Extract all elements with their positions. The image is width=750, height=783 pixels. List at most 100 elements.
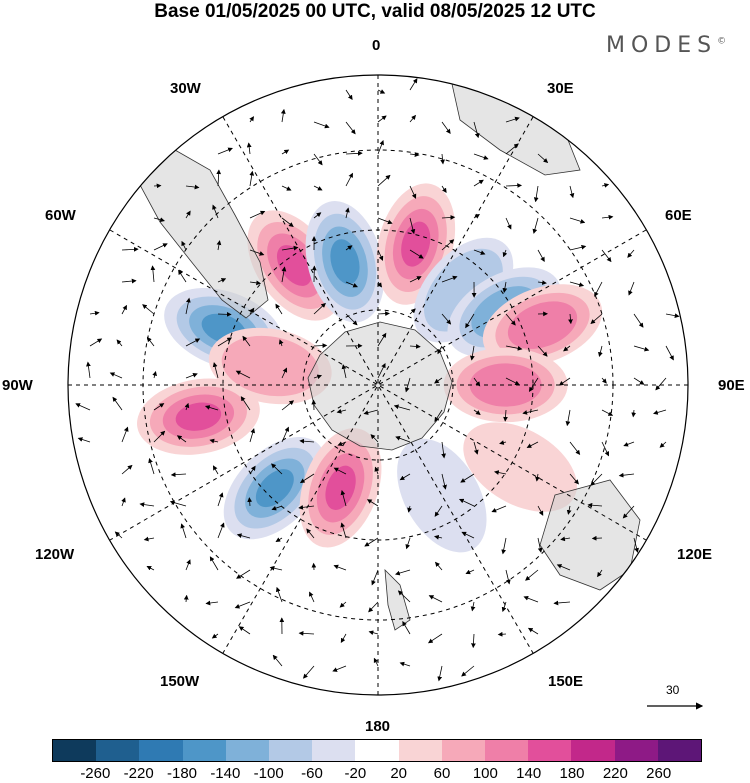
colorbar-swatch [614, 740, 658, 761]
wind-vector [275, 303, 283, 315]
wind-vector [569, 244, 587, 251]
wind-vector [121, 246, 139, 252]
wind-vector [434, 505, 443, 517]
colorbar-swatch [139, 740, 183, 761]
lon-label-30e: 30E [547, 80, 574, 97]
wind-vector [313, 185, 323, 191]
wind-vector [340, 490, 347, 507]
wind-vector [240, 396, 251, 411]
wind-vector [537, 249, 545, 262]
colorbar-ticks: -260 -220 -180 -140 -100 -60 -20 20 60 100 140 180 2… [0, 765, 750, 783]
lon-label-60e: 60E [665, 207, 692, 224]
colorbar-swatch [355, 740, 399, 761]
colorbar-tick-label: -260 [80, 765, 111, 782]
positive-anomaly [469, 363, 542, 407]
colorbar-swatch [528, 740, 572, 761]
vector-scale-label: 30 [666, 683, 680, 697]
wind-vector [409, 276, 422, 283]
wind-vector [299, 473, 315, 484]
wind-vector [170, 472, 187, 478]
colorbar-tick-label: -100 [253, 765, 284, 782]
wind-vector [499, 440, 507, 445]
wind-vector [502, 249, 508, 258]
wind-vector [217, 147, 233, 155]
wind-vector [306, 528, 315, 539]
wind-vector [459, 498, 475, 507]
wind-vector [590, 313, 603, 325]
wind-vector [249, 210, 266, 219]
colorbar-swatch [441, 740, 486, 761]
map-border [67, 74, 689, 696]
wind-vector [333, 564, 347, 571]
wind-vector [313, 121, 330, 129]
wind-vector [169, 500, 187, 507]
colorbar-tick-label: 180 [559, 765, 585, 782]
wind-vector [497, 631, 507, 637]
wind-vector [345, 245, 353, 251]
wind-vector [340, 522, 347, 539]
wind-vector [249, 170, 255, 187]
wind-vector [397, 590, 411, 603]
colorbar-swatch [312, 740, 356, 761]
wind-vector [494, 470, 507, 475]
wind-vector [399, 473, 411, 481]
colorbar-swatch [96, 740, 140, 761]
wind-vector [377, 89, 386, 94]
wind-vector [527, 627, 539, 635]
wind-vector [622, 505, 635, 519]
wind-vector [216, 240, 222, 251]
lon-label-180: 180 [365, 718, 391, 735]
wind-vector [368, 630, 379, 636]
wind-vector [272, 654, 283, 667]
lon-label-150w: 150W [160, 673, 200, 690]
wind-vector [366, 499, 379, 507]
wind-vector [395, 436, 411, 443]
wind-vector [441, 185, 447, 194]
wind-vector [434, 409, 443, 423]
wind-vector [146, 566, 155, 571]
wind-vector [373, 657, 379, 667]
graticule [68, 75, 688, 695]
wind-vector [377, 362, 386, 379]
lon-label-150e: 150E [548, 673, 584, 690]
colorbar-tick-label: -140 [210, 765, 241, 782]
lon-label-90w: 90W [2, 377, 33, 394]
wind-vector [345, 89, 353, 101]
wind-vector [148, 457, 155, 475]
wind-vector [437, 665, 443, 682]
wind-vector [345, 281, 358, 288]
wind-vector [249, 116, 254, 123]
wind-vector [152, 370, 157, 379]
wind-vector [340, 633, 347, 644]
antarctica-landmass [307, 321, 453, 451]
wind-vector [601, 441, 610, 457]
wind-vector [553, 600, 571, 606]
wind-vector [281, 185, 292, 191]
wind-vector [501, 537, 507, 555]
wind-vector [216, 169, 222, 187]
positive-anomaly [325, 465, 356, 510]
negative-anomaly [397, 438, 487, 553]
wind-vector [238, 626, 251, 635]
wind-vector [309, 591, 315, 603]
wind-vector [471, 633, 476, 649]
wind-vector [278, 339, 284, 347]
wind-vector [434, 377, 443, 384]
wind-vector [525, 569, 539, 581]
wind-vector [618, 472, 635, 478]
wind-vector [377, 217, 393, 225]
wind-vector [333, 467, 347, 475]
wind-vector [121, 426, 129, 443]
wind-vector [146, 336, 155, 347]
wind-vector [185, 559, 191, 571]
wind-vector [298, 630, 315, 636]
wind-vector [563, 345, 571, 352]
wind-vector [281, 400, 295, 411]
wind-vector [568, 313, 573, 325]
wind-vector [271, 505, 283, 511]
wind-vector [473, 441, 479, 455]
wind-vector [601, 377, 607, 384]
wind-vector [139, 502, 155, 507]
wind-vector [313, 212, 322, 219]
wind-vector [428, 595, 443, 603]
